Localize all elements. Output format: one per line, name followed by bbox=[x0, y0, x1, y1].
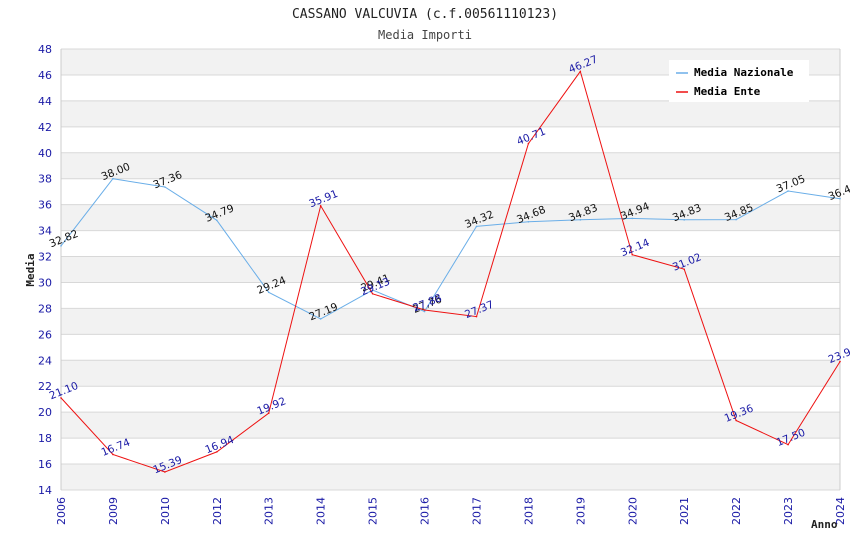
data-point bbox=[631, 253, 634, 256]
data-point bbox=[787, 190, 789, 192]
data-point bbox=[164, 471, 166, 473]
x-tick-label: 2017 bbox=[470, 497, 483, 525]
y-tick-label: 20 bbox=[38, 406, 52, 419]
data-point bbox=[267, 291, 270, 294]
data-point bbox=[319, 205, 322, 207]
x-tick-label: 2009 bbox=[107, 497, 120, 525]
data-point bbox=[735, 218, 737, 221]
grid-band bbox=[61, 386, 840, 413]
x-tick-label: 2012 bbox=[211, 497, 224, 525]
y-tick-label: 48 bbox=[38, 43, 52, 56]
x-tick-label: 2019 bbox=[574, 497, 587, 525]
data-point bbox=[735, 419, 737, 422]
y-tick-label: 30 bbox=[38, 276, 52, 289]
x-tick-label: 2016 bbox=[419, 497, 432, 525]
x-tick-label: 2024 bbox=[834, 497, 847, 525]
y-tick-label: 42 bbox=[38, 121, 52, 134]
x-tick-label: 2010 bbox=[159, 497, 172, 525]
data-point bbox=[527, 142, 530, 145]
data-point bbox=[216, 451, 218, 453]
data-point bbox=[579, 70, 582, 73]
x-tick-label: 2013 bbox=[263, 497, 276, 525]
series-line-media-nazionale bbox=[60, 178, 841, 320]
x-tick-label: 2015 bbox=[367, 497, 380, 525]
grid-band bbox=[61, 412, 840, 439]
y-tick-label: 38 bbox=[38, 173, 52, 186]
data-point bbox=[371, 289, 374, 291]
y-tick-label: 26 bbox=[38, 328, 52, 341]
data-point bbox=[631, 217, 634, 220]
x-tick-label: 2020 bbox=[626, 497, 639, 525]
y-tick-label: 32 bbox=[38, 251, 52, 264]
data-point bbox=[423, 309, 426, 311]
data-point bbox=[60, 397, 62, 399]
series-line-media-ente bbox=[60, 70, 841, 473]
data-point bbox=[683, 219, 685, 221]
data-point bbox=[371, 292, 374, 295]
plot-grid bbox=[60, 48, 841, 491]
x-tick-label: 2021 bbox=[678, 497, 691, 525]
data-point bbox=[683, 268, 685, 271]
data-point bbox=[839, 360, 841, 363]
y-tick-label: 18 bbox=[38, 432, 52, 445]
x-tick-label: 2018 bbox=[522, 497, 535, 525]
y-axis: 14 16 18 20 22 24 26 28 30 32 34 36 38 40 42 44 46 48 bbox=[38, 43, 52, 497]
grid-band bbox=[61, 282, 840, 309]
data-point bbox=[112, 453, 114, 456]
data-point bbox=[475, 225, 478, 228]
grid-band bbox=[61, 360, 840, 387]
x-tick-label: 2006 bbox=[55, 497, 68, 525]
data-point bbox=[60, 245, 62, 247]
legend-label: Media Nazionale bbox=[694, 66, 794, 79]
series-layer bbox=[60, 70, 841, 473]
data-point bbox=[527, 220, 530, 223]
y-tick-label: 36 bbox=[38, 199, 52, 212]
x-tick-label: 2023 bbox=[782, 497, 795, 525]
grid-band bbox=[61, 100, 840, 127]
y-tick-label: 46 bbox=[38, 69, 52, 82]
chart-title: CASSANO VALCUVIA (c.f.00561110123) bbox=[292, 7, 558, 22]
x-axis: 2006 2009 2010 2012 2013 2014 2015 2016 2017 2018… bbox=[55, 497, 847, 525]
legend-label: Media Ente bbox=[694, 85, 761, 98]
y-tick-label: 28 bbox=[38, 302, 52, 315]
data-point bbox=[319, 318, 322, 320]
x-axis-label: Anno bbox=[811, 518, 838, 531]
data-point bbox=[475, 315, 478, 318]
y-tick-label: 22 bbox=[38, 380, 52, 393]
data-point bbox=[839, 197, 841, 200]
data-point bbox=[112, 177, 114, 180]
y-tick-label: 34 bbox=[38, 225, 52, 238]
data-point bbox=[423, 310, 426, 313]
x-tick-label: 2022 bbox=[730, 497, 743, 525]
grid-band bbox=[61, 152, 840, 179]
y-tick-label: 40 bbox=[38, 147, 52, 160]
grid-band bbox=[61, 334, 840, 361]
legend-box bbox=[669, 60, 809, 102]
y-tick-label: 44 bbox=[38, 95, 52, 108]
data-point bbox=[579, 219, 582, 221]
y-tick-label: 14 bbox=[38, 484, 52, 497]
data-point bbox=[164, 186, 166, 188]
y-axis-label: Media bbox=[24, 253, 37, 286]
data-point bbox=[787, 443, 789, 446]
grid-band bbox=[61, 178, 840, 205]
grid-band bbox=[61, 204, 840, 231]
grid-band bbox=[61, 438, 840, 465]
grid-band bbox=[61, 308, 840, 335]
grid-band bbox=[61, 230, 840, 257]
grid-band bbox=[61, 464, 840, 490]
data-point bbox=[267, 412, 270, 415]
grid-band bbox=[61, 126, 840, 153]
x-tick-label: 2014 bbox=[315, 497, 328, 525]
y-tick-label: 16 bbox=[38, 458, 52, 471]
chart-legend: Media Nazionale Media Ente bbox=[669, 60, 809, 102]
data-point bbox=[216, 219, 218, 222]
chart-subtitle: Media Importi bbox=[378, 28, 472, 42]
y-tick-label: 24 bbox=[38, 354, 52, 367]
